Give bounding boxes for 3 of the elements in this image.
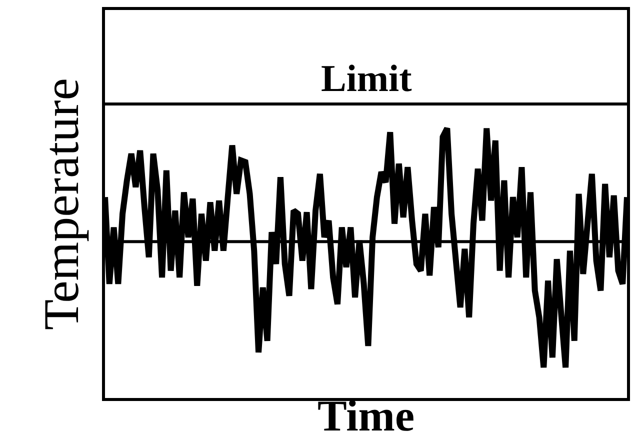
ref-line-label: Limit [321, 58, 412, 100]
y-axis-title: Temperature [33, 78, 89, 330]
x-axis-title: Time [318, 391, 414, 440]
